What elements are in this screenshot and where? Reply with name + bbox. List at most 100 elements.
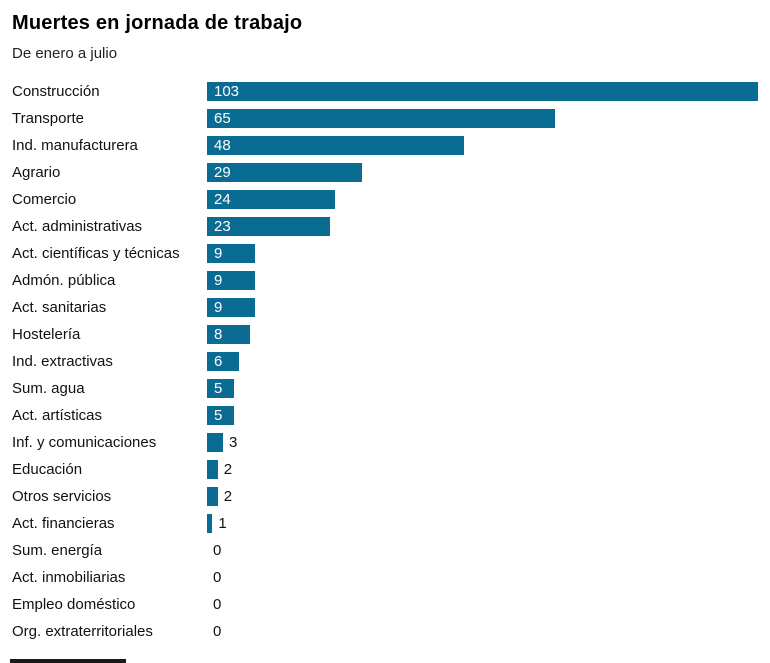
bar <box>207 433 224 452</box>
bar-track: 6 <box>207 352 758 371</box>
category-label: Act. artísticas <box>12 407 103 424</box>
category-label: Admón. pública <box>12 272 116 289</box>
chart-row: Hostelería 8 <box>12 321 758 348</box>
bar <box>207 487 218 506</box>
bar-track: 5 <box>207 379 758 398</box>
bar-track: 2 <box>207 460 758 479</box>
chart-row: Act. sanitarias 9 <box>12 294 758 321</box>
chart-row: Construcción 103 <box>12 78 758 105</box>
bar-track: 0 <box>207 568 758 587</box>
chart-row: Educación 2 <box>12 456 758 483</box>
category-label: Hostelería <box>12 326 81 343</box>
bar <box>207 163 363 182</box>
bar-track: 9 <box>207 244 758 263</box>
category-label: Org. extraterritoriales <box>12 623 153 640</box>
chart-row: Empleo doméstico 0 <box>12 591 758 618</box>
value-label: 0 <box>213 542 222 559</box>
category-label: Act. sanitarias <box>12 299 107 316</box>
chart-title: Muertes en jornada de trabajo <box>12 12 303 34</box>
value-label: 5 <box>214 407 223 424</box>
category-label: Act. financieras <box>12 515 115 532</box>
category-label: Empleo doméstico <box>12 596 136 613</box>
bar-track: 23 <box>207 217 758 236</box>
bar-track: 2 <box>207 487 758 506</box>
chart-row: Otros servicios 2 <box>12 483 758 510</box>
bar-track: 0 <box>207 595 758 614</box>
value-label: 0 <box>213 596 222 613</box>
chart-row: Comercio 24 <box>12 186 758 213</box>
category-label: Educación <box>12 461 83 478</box>
value-label: 0 <box>213 569 222 586</box>
bar-track: 0 <box>207 622 758 641</box>
bar-track: 9 <box>207 271 758 290</box>
bar <box>207 190 336 209</box>
chart-row: Ind. manufacturera 48 <box>12 132 758 159</box>
bar <box>207 298 256 317</box>
category-label: Inf. y comunicaciones <box>12 434 157 451</box>
bar-track: 5 <box>207 406 758 425</box>
value-label: 103 <box>214 83 240 100</box>
bar <box>207 244 256 263</box>
chart-row: Act. científicas y técnicas 9 <box>12 240 758 267</box>
value-label: 8 <box>214 326 223 343</box>
category-label: Act. inmobiliarias <box>12 569 126 586</box>
chart-row: Sum. energía 0 <box>12 537 758 564</box>
category-label: Comercio <box>12 191 77 208</box>
chart-row: Act. financieras 1 <box>12 510 758 537</box>
chart-row: Transporte 65 <box>12 105 758 132</box>
category-label: Act. científicas y técnicas <box>12 245 180 262</box>
chart-row: Inf. y comunicaciones 3 <box>12 429 758 456</box>
category-label: Agrario <box>12 164 61 181</box>
category-label: Sum. agua <box>12 380 85 397</box>
bar <box>207 406 234 425</box>
bar <box>207 82 758 101</box>
bar-track: 48 <box>207 136 758 155</box>
bar <box>207 136 464 155</box>
bar-track: 8 <box>207 325 758 344</box>
bar-track: 24 <box>207 190 758 209</box>
category-label: Ind. manufacturera <box>12 137 138 154</box>
value-label: 48 <box>214 137 231 154</box>
bar <box>207 325 250 344</box>
value-label: 0 <box>213 623 222 640</box>
bar <box>207 460 218 479</box>
bar <box>207 352 240 371</box>
value-label: 5 <box>214 380 223 397</box>
value-label: 9 <box>214 299 223 316</box>
chart-row: Ind. extractivas 6 <box>12 348 758 375</box>
chart-subtitle: De enero a julio <box>12 45 118 62</box>
footer-rule <box>10 659 126 663</box>
value-label: 29 <box>214 164 231 181</box>
value-label: 1 <box>218 515 227 532</box>
chart-row: Org. extraterritoriales 0 <box>12 618 758 645</box>
value-label: 3 <box>229 434 238 451</box>
bar-chart: Construcción 103 Transporte 65 Ind. manufact… <box>12 78 758 645</box>
value-label: 9 <box>214 245 223 262</box>
value-label: 2 <box>223 461 233 478</box>
value-label: 9 <box>214 272 223 289</box>
bar-track: 1 <box>207 514 758 533</box>
value-label: 2 <box>223 488 233 505</box>
bar-track: 0 <box>207 541 758 560</box>
bar <box>207 217 331 236</box>
chart-row: Admón. pública 9 <box>12 267 758 294</box>
value-label: 65 <box>214 110 231 127</box>
value-label: 23 <box>214 218 231 235</box>
category-label: Otros servicios <box>12 488 112 505</box>
bar-track: 103 <box>207 82 758 101</box>
bar <box>207 514 213 533</box>
value-label: 6 <box>214 353 223 370</box>
bar <box>207 379 234 398</box>
bar <box>207 109 555 128</box>
value-label: 24 <box>214 191 231 208</box>
bar-track: 65 <box>207 109 758 128</box>
bar-track: 9 <box>207 298 758 317</box>
category-label: Ind. extractivas <box>12 353 113 370</box>
category-label: Sum. energía <box>12 542 103 559</box>
chart-row: Act. inmobiliarias 0 <box>12 564 758 591</box>
chart-row: Sum. agua 5 <box>12 375 758 402</box>
chart-row: Act. administrativas 23 <box>12 213 758 240</box>
bar-track: 29 <box>207 163 758 182</box>
bar <box>207 271 256 290</box>
